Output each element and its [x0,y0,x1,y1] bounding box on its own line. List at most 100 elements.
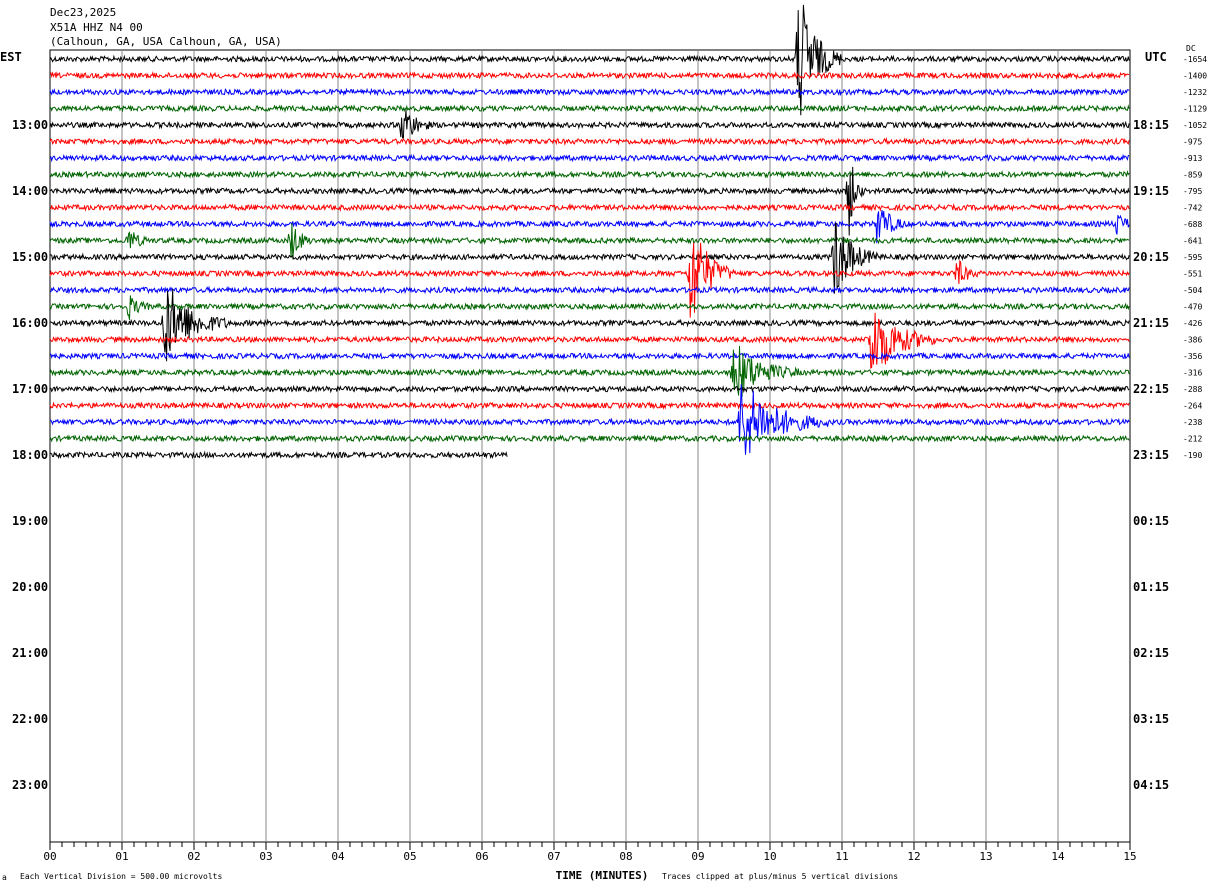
x-tick-label: 11 [835,850,848,863]
seismic-trace-row-13 [49,242,1130,318]
seismic-trace-row-8 [49,166,1130,236]
seismic-trace-row-20 [49,384,1130,394]
clip-note: Traces clipped at plus/minus 5 vertical … [662,872,898,881]
x-tick-label: 10 [763,850,776,863]
x-tick-label: 06 [475,850,488,863]
utc-hour-label: 04:15 [1133,778,1169,792]
dc-offset-label: -859 [1183,171,1202,180]
x-tick-label: 12 [907,850,920,863]
dc-offset-label: -264 [1183,402,1202,411]
seismic-trace-row-11 [49,223,1130,260]
dc-offset-label: -470 [1183,303,1202,312]
x-tick-label: 14 [1051,850,1065,863]
est-hour-label: 18:00 [12,448,48,462]
utc-hour-label: 23:15 [1133,448,1169,462]
corner-mark: a [2,873,7,882]
utc-zone-label: UTC [1145,50,1167,64]
dc-offset-label: -288 [1183,385,1202,394]
seismic-trace-row-3 [49,104,1130,114]
seismic-trace-row-24 [49,450,508,460]
est-hour-label: 13:00 [12,118,48,132]
est-hour-label: 23:00 [12,778,48,792]
seismic-trace-row-18 [49,351,1130,361]
utc-hour-label: 20:15 [1133,250,1169,264]
dc-offset-label: -426 [1183,319,1202,328]
dc-offset-label: -1129 [1183,105,1207,114]
dc-offset-label: -913 [1183,154,1202,163]
est-hour-label: 22:00 [12,712,48,726]
dc-offset-label: -1654 [1183,55,1207,64]
seismic-trace-row-21 [49,401,1130,411]
x-tick-label: 07 [547,850,560,863]
utc-hour-label: 00:15 [1133,514,1169,528]
dc-offset-label: -688 [1183,220,1202,229]
est-hour-label: 20:00 [12,580,48,594]
scale-note: Each Vertical Division = 500.00 microvol… [20,872,222,881]
dc-offset-label: -975 [1183,138,1202,147]
x-tick-label: 02 [187,850,200,863]
dc-offset-label: -386 [1183,336,1202,345]
utc-hour-label: 22:15 [1133,382,1169,396]
dc-offset-label: -212 [1183,435,1202,444]
utc-hour-label: 01:15 [1133,580,1169,594]
seismic-trace-row-7 [49,170,1130,180]
date-label: Dec23,2025 [50,6,116,19]
utc-hour-label: 02:15 [1133,646,1169,660]
seismic-trace-row-0 [49,4,1130,116]
seismic-trace-row-19 [49,345,1130,397]
x-tick-label: 05 [403,850,416,863]
seismic-trace-row-17 [49,312,1130,369]
seismic-trace-row-14 [49,285,1130,295]
dc-offset-label: -356 [1183,352,1202,361]
x-tick-label: 08 [619,850,632,863]
x-tick-label: 04 [331,850,345,863]
dc-offset-label: -742 [1183,204,1202,213]
dc-offset-label: -238 [1183,418,1202,427]
est-hour-label: 15:00 [12,250,48,264]
utc-hour-label: 18:15 [1133,118,1169,132]
est-hour-label: 14:00 [12,184,48,198]
dc-offset-label: -1052 [1183,121,1207,130]
seismic-trace-row-9 [49,202,1130,212]
dc-offset-label: -641 [1183,237,1202,246]
seismic-trace-row-6 [49,153,1130,163]
est-hour-label: 21:00 [12,646,48,660]
dc-offset-label: -595 [1183,253,1202,262]
dc-offset-label: -795 [1183,187,1202,196]
seismic-trace-row-10 [49,210,1130,244]
seismic-trace-row-1 [49,71,1130,80]
est-hour-label: 19:00 [12,514,48,528]
dc-offset-label: -316 [1183,369,1202,378]
seismic-trace-row-15 [49,295,1130,320]
x-tick-label: 09 [691,850,704,863]
est-zone-label: EST [0,50,22,64]
plot-frame [49,49,1131,843]
dc-offset-label: -1232 [1183,88,1207,97]
seismic-trace-row-5 [49,136,1130,147]
x-tick-label: 00 [43,850,56,863]
seismic-trace-row-23 [49,434,1130,443]
station-label: X51A HHZ N4 00 [50,21,143,34]
seismic-trace-row-16 [49,289,1130,362]
utc-hour-label: 19:15 [1133,184,1169,198]
x-tick-label: 03 [259,850,272,863]
seismic-trace-row-22 [49,384,1130,455]
x-tick-label: 13 [979,850,992,863]
x-tick-label: 01 [115,850,128,863]
est-hour-label: 16:00 [12,316,48,330]
dc-offset-label: -551 [1183,270,1202,279]
dc-label: DC [1186,44,1196,53]
est-hour-label: 17:00 [12,382,48,396]
x-axis-title: TIME (MINUTES) [556,869,649,882]
dc-offset-label: -504 [1183,286,1202,295]
utc-hour-label: 21:15 [1133,316,1169,330]
location-label: (Calhoun, GA, USA Calhoun, GA, USA) [50,35,282,48]
seismic-trace-row-4 [49,109,1130,139]
seismic-trace-row-2 [49,87,1130,97]
x-tick-label: 15 [1123,850,1136,863]
dc-offset-label: -1400 [1183,72,1207,81]
utc-hour-label: 03:15 [1133,712,1169,726]
seismic-trace-row-12 [49,222,1130,294]
dc-offset-label: -190 [1183,451,1202,460]
